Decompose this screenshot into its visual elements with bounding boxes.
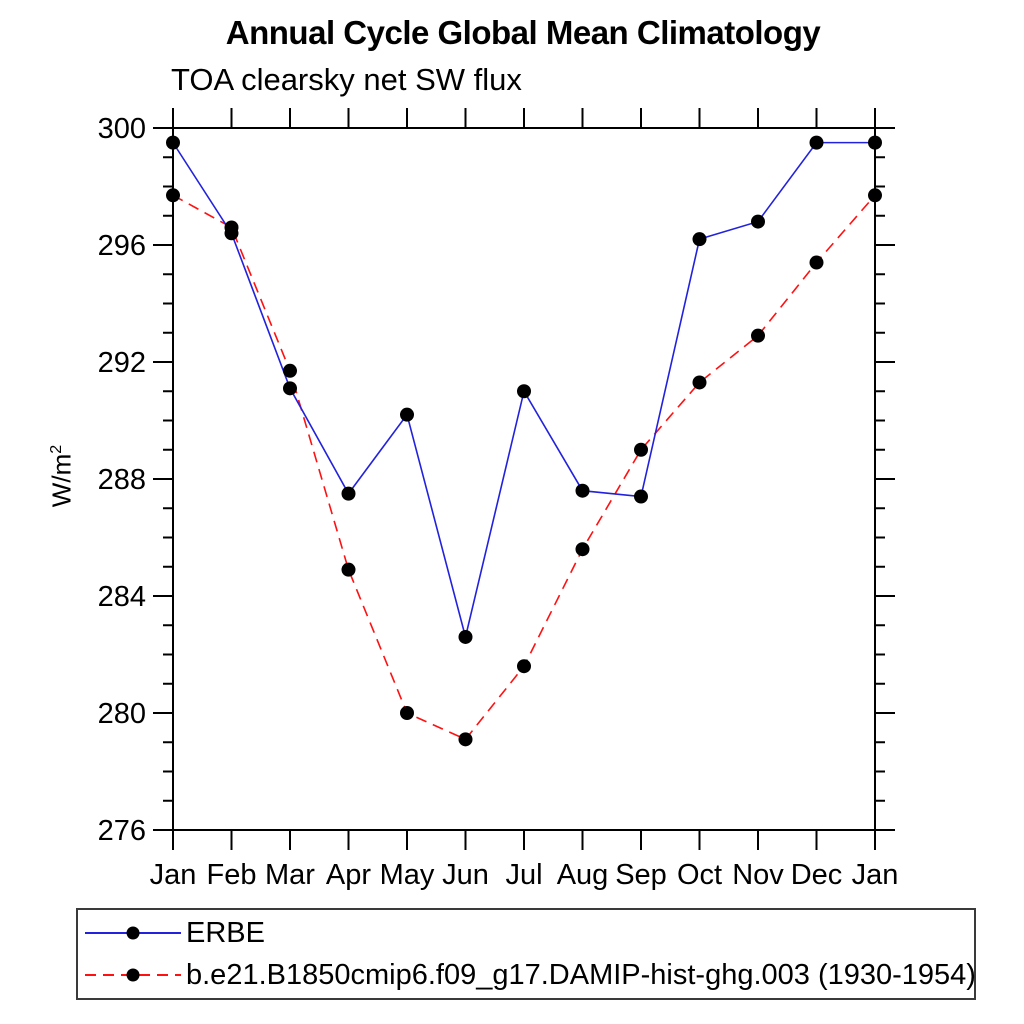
x-tick-label: Oct	[677, 859, 722, 891]
data-point-marker	[517, 659, 531, 674]
y-tick-label: 288	[98, 464, 146, 496]
legend: ERBE b.e21.B1850cmip6.f09_g17.DAMIP-hist…	[76, 908, 976, 1000]
x-tick-label: Jan	[150, 859, 197, 891]
y-tick-labels: 276 280 284 288 292 296 300	[98, 113, 146, 847]
data-point-marker	[634, 442, 648, 457]
data-point-marker	[575, 542, 590, 557]
data-point-marker	[751, 328, 765, 343]
data-point-marker	[809, 135, 824, 150]
x-tick-label: Mar	[265, 859, 315, 891]
y-tick-label: 300	[98, 113, 146, 145]
legend-marker-icon	[126, 968, 140, 982]
x-tick-label: Nov	[732, 859, 784, 891]
legend-label-erbe: ERBE	[186, 916, 265, 949]
y-tick-label: 276	[98, 815, 146, 847]
x-tick-labels: Jan Feb Mar Apr May Jun Jul Aug Sep Oct Nov Dec Jan	[150, 859, 899, 891]
x-tick-label: Jun	[442, 859, 489, 891]
x-tick-label: Sep	[615, 859, 667, 891]
data-point-marker	[809, 255, 824, 270]
data-point-marker	[166, 188, 180, 203]
legend-label-model: b.e21.B1850cmip6.f09_g17.DAMIP-hist-ghg.…	[186, 958, 976, 991]
data-point-marker	[692, 375, 707, 390]
data-point-marker	[575, 483, 590, 498]
data-point-marker	[166, 135, 180, 150]
chart-title: Annual Cycle Global Mean Climatology	[225, 14, 821, 51]
data-point-marker	[283, 381, 297, 396]
x-tick-label: Aug	[557, 859, 609, 891]
data-point-marker	[868, 188, 882, 203]
data-point-marker	[634, 489, 648, 504]
legend-entry-erbe: ERBE	[83, 912, 974, 954]
y-tick-label: 284	[98, 581, 146, 613]
y-tick-label: 280	[98, 698, 146, 730]
data-point-marker	[868, 135, 882, 150]
data-point-marker	[400, 706, 414, 720]
legend-entry-model: b.e21.B1850cmip6.f09_g17.DAMIP-hist-ghg.…	[83, 954, 976, 996]
data-point-marker	[341, 486, 356, 501]
y-axis-ticks	[153, 127, 895, 831]
data-point-marker	[692, 232, 707, 247]
data-point-markers	[166, 135, 882, 747]
legend-line-sample-erbe	[85, 926, 181, 940]
data-point-marker	[400, 407, 414, 422]
x-tick-label: May	[380, 859, 435, 891]
series-line-model	[172, 194, 876, 741]
x-tick-label: Apr	[326, 859, 371, 891]
x-tick-label: Feb	[207, 859, 257, 891]
data-point-marker	[458, 629, 473, 644]
y-tick-label: 296	[98, 230, 146, 262]
data-point-marker	[341, 562, 356, 577]
data-point-marker	[751, 214, 765, 229]
legend-line-sample-model	[85, 968, 181, 982]
data-point-marker	[283, 363, 297, 378]
x-axis-ticks	[172, 108, 876, 850]
data-point-marker	[458, 732, 473, 747]
x-tick-label: Jan	[852, 859, 899, 891]
x-tick-label: Jul	[505, 859, 542, 891]
data-point-marker	[517, 384, 531, 399]
plot-frame	[172, 127, 876, 831]
chart-subtitle: TOA clearsky net SW flux	[171, 62, 522, 97]
x-tick-label: Dec	[791, 859, 843, 891]
data-point-marker	[224, 220, 239, 235]
legend-marker-icon	[126, 926, 140, 940]
y-tick-label: 292	[98, 347, 146, 379]
